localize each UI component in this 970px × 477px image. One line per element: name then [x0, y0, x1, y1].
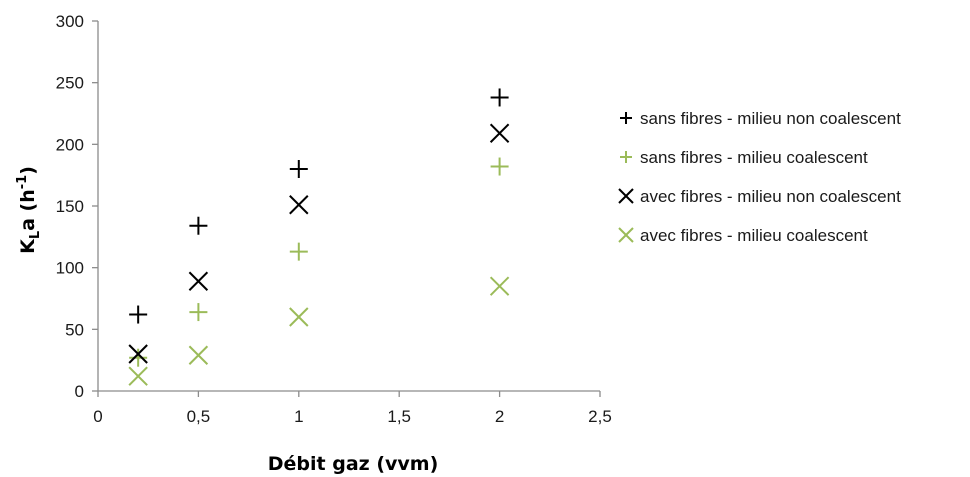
- x-tick-label: 0,5: [187, 407, 211, 426]
- y-tick-label: 150: [56, 197, 84, 216]
- x-tick-label: 2,5: [588, 407, 612, 426]
- data-point-series-1: [490, 88, 509, 107]
- y-tick-label: 250: [56, 74, 84, 93]
- legend-label: sans fibres - milieu coalescent: [640, 148, 868, 167]
- data-point-series-4: [489, 276, 510, 296]
- legend-marker: [618, 227, 634, 243]
- legend-item: sans fibres - milieu coalescent: [620, 148, 868, 167]
- data-point-series-4: [289, 307, 309, 327]
- legend-marker: [618, 188, 634, 204]
- x-axis-ticks: 0 0,5 1 1,5 2 2,5: [93, 391, 612, 426]
- y-axis-title: KLa (h-1): [15, 166, 43, 254]
- data-point-series-2: [289, 242, 308, 261]
- y-axis-ticks: 0 50 100 150 200 250 300: [56, 12, 98, 401]
- legend: sans fibres - milieu non coalescent sans …: [618, 109, 901, 245]
- legend-marker: [620, 151, 632, 163]
- legend-marker: [620, 112, 632, 124]
- data-point-series-1: [129, 305, 148, 324]
- x-tick-label: 0: [93, 407, 102, 426]
- plot-area: 0 50 100 150 200 250 300 0 0,5 1 1,5 2 2,5: [56, 12, 612, 426]
- data-points: [128, 88, 510, 386]
- y-tick-label: 100: [56, 259, 84, 278]
- data-point-series-4: [128, 366, 148, 386]
- legend-item: avec fibres - milieu non coalescent: [618, 187, 901, 206]
- data-point-series-3: [289, 195, 309, 215]
- legend-item: avec fibres - milieu coalescent: [618, 226, 868, 245]
- data-point-series-2: [189, 303, 208, 322]
- legend-item: sans fibres - milieu non coalescent: [620, 109, 901, 128]
- legend-label: avec fibres - milieu non coalescent: [640, 187, 901, 206]
- y-tick-label: 200: [56, 135, 84, 154]
- data-point-series-3: [188, 271, 209, 291]
- data-point-series-3: [128, 344, 148, 364]
- legend-label: avec fibres - milieu coalescent: [640, 226, 868, 245]
- x-tick-label: 1,5: [387, 407, 411, 426]
- data-point-series-2: [490, 157, 509, 176]
- y-tick-label: 50: [65, 320, 84, 339]
- x-axis-title: Débit gaz (vvm): [268, 453, 439, 475]
- data-point-series-2: [129, 348, 148, 367]
- legend-label: sans fibres - milieu non coalescent: [640, 109, 901, 128]
- x-tick-label: 2: [495, 407, 504, 426]
- data-point-series-4: [188, 345, 209, 365]
- data-point-series-3: [489, 123, 510, 143]
- y-tick-label: 0: [75, 382, 84, 401]
- data-point-series-1: [289, 160, 308, 178]
- x-tick-label: 1: [294, 407, 303, 426]
- data-point-series-1: [189, 216, 208, 235]
- y-tick-label: 300: [56, 12, 84, 31]
